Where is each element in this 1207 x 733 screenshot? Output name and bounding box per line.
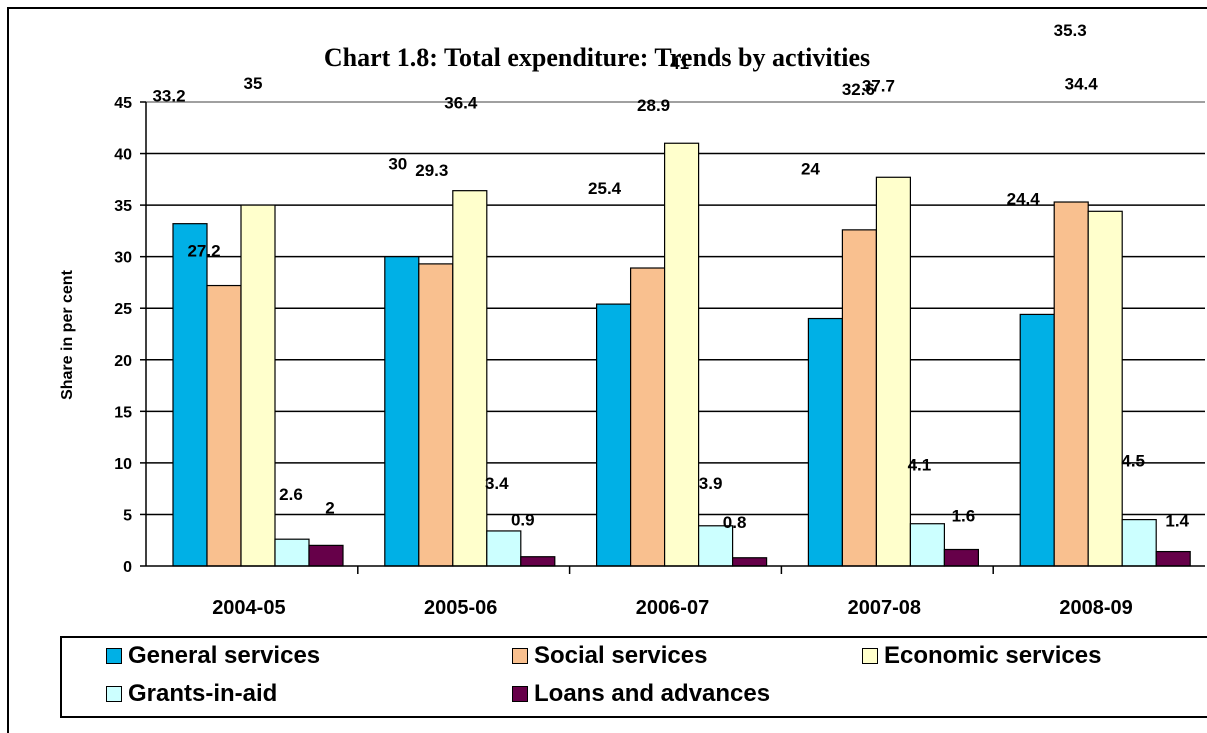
- data-label: 36.4: [444, 94, 478, 113]
- bar: [697, 525, 734, 567]
- y-tick-label: 40: [114, 147, 132, 164]
- y-tick-label: 30: [114, 250, 132, 267]
- chart-legend: General services Social services Economic …: [60, 636, 1207, 718]
- bar: [807, 317, 844, 567]
- data-label: 33.2: [152, 87, 185, 106]
- legend-label: Economic services: [884, 642, 1102, 669]
- legend-swatch: [862, 648, 878, 664]
- bar: [308, 544, 344, 567]
- chart-title: Chart 1.8: Total expenditure: Trends by …: [324, 43, 870, 72]
- y-tick-label: 5: [123, 507, 132, 524]
- data-label: 3.4: [485, 474, 509, 493]
- data-label: 1.6: [952, 507, 976, 526]
- data-label: 2.6: [279, 485, 303, 504]
- bar: [274, 538, 310, 567]
- data-label: 25.4: [588, 179, 622, 198]
- y-tick-label: 35: [114, 198, 132, 215]
- data-label: 37.7: [862, 76, 895, 95]
- x-tick-label: 2005-06: [424, 597, 497, 619]
- data-label: 24.4: [1007, 189, 1041, 208]
- bar: [486, 530, 522, 567]
- bar: [452, 190, 488, 567]
- bar: [1053, 201, 1089, 567]
- x-tick-label: 2006-07: [636, 597, 709, 619]
- data-label: 29.3: [415, 161, 448, 180]
- bar: [1087, 210, 1123, 567]
- bar: [240, 204, 276, 567]
- legend-label: Social services: [534, 642, 708, 669]
- legend-label: General services: [128, 642, 321, 669]
- bar: [663, 142, 700, 567]
- x-tick-label: 2008-09: [1059, 597, 1132, 619]
- y-tick-label: 25: [114, 301, 132, 318]
- data-label: 4.1: [908, 456, 932, 475]
- bar: [909, 523, 946, 567]
- legend-swatch: [512, 648, 528, 664]
- legend-item: Grants-in-aid: [106, 680, 277, 708]
- data-label: 4.5: [1121, 452, 1145, 471]
- data-label: 35: [244, 74, 263, 93]
- y-tick-label: 45: [114, 95, 132, 112]
- legend-item: Loans and advances: [512, 680, 770, 708]
- data-label: 30: [388, 155, 407, 174]
- legend-swatch: [106, 648, 122, 664]
- bar: [629, 267, 666, 567]
- bar: [841, 229, 878, 567]
- data-label: 24: [801, 160, 820, 179]
- data-label: 35.3: [1054, 21, 1087, 40]
- data-label: 2: [325, 498, 334, 517]
- data-label: 0.9: [511, 511, 535, 530]
- y-axis-label: Share in per cent: [59, 269, 76, 399]
- bar: [520, 556, 556, 567]
- bar: [384, 256, 420, 567]
- legend-swatch: [106, 686, 122, 702]
- bar: [731, 557, 768, 567]
- legend-label: Loans and advances: [534, 680, 771, 707]
- bar: [875, 176, 912, 567]
- bar: [172, 223, 208, 567]
- y-tick-label: 10: [114, 456, 132, 473]
- chart-frame: [7, 7, 1207, 733]
- data-label: 32.6: [842, 80, 875, 99]
- bar: [595, 303, 632, 567]
- legend-item: General services: [106, 642, 320, 670]
- y-tick-label: 0: [123, 559, 132, 576]
- bar: [1155, 550, 1191, 567]
- x-tick-label: 2004-05: [212, 597, 285, 619]
- data-label: 0.8: [723, 513, 747, 532]
- x-tick-label: 2007-08: [848, 597, 921, 619]
- bar: [418, 263, 454, 567]
- data-label: 41: [670, 54, 689, 73]
- bar: [1121, 518, 1157, 567]
- bar: [943, 548, 980, 567]
- data-label: 28.9: [637, 96, 670, 115]
- data-label: 1.4: [1165, 512, 1189, 531]
- legend-label: Grants-in-aid: [128, 680, 278, 707]
- data-label: 34.4: [1065, 74, 1099, 93]
- legend-item: Economic services: [862, 642, 1101, 670]
- y-tick-label: 20: [114, 353, 132, 370]
- bar: [206, 284, 242, 567]
- data-label: 3.9: [699, 474, 723, 493]
- data-label: 27.2: [187, 242, 220, 261]
- y-tick-label: 15: [114, 404, 132, 421]
- legend-swatch: [512, 686, 528, 702]
- bar: [1019, 313, 1055, 567]
- legend-item: Social services: [512, 642, 707, 670]
